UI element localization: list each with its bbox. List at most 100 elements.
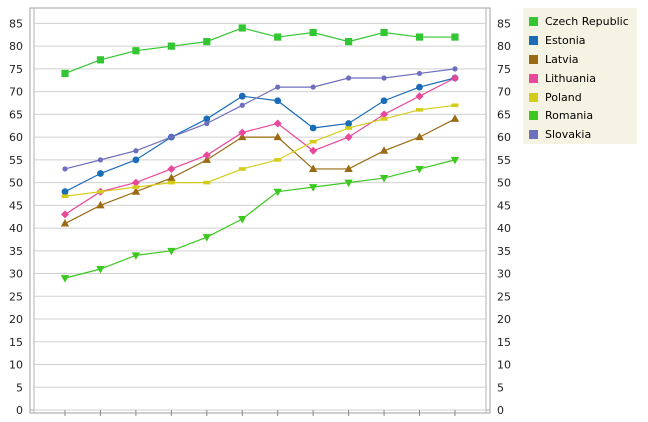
y-tick-label-right: 45 [497, 199, 511, 212]
legend-item: Poland [529, 88, 637, 107]
data-point [380, 117, 388, 121]
data-point [167, 247, 176, 256]
legend-item: Czech Republic [529, 12, 637, 31]
y-tick-label-right: 50 [497, 177, 511, 190]
legend-swatch [529, 111, 538, 121]
data-point [132, 156, 140, 164]
y-tick-label-left: 0 [16, 404, 23, 417]
y-tick-label-left: 10 [9, 359, 23, 372]
y-tick-label-right: 20 [497, 313, 511, 326]
y-tick-label-left: 80 [9, 40, 23, 53]
data-point [344, 164, 353, 172]
data-point [381, 75, 387, 81]
data-point [416, 108, 423, 112]
data-point [308, 164, 318, 172]
legend-label: Poland [545, 90, 582, 104]
data-point [345, 126, 353, 130]
y-tick-label-left: 55 [9, 154, 23, 167]
legend-item: Romania [529, 106, 637, 125]
y-tick-label-left: 60 [9, 131, 23, 144]
legend-swatch [529, 54, 538, 64]
data-point [309, 124, 317, 132]
y-tick-label-left: 45 [9, 199, 23, 212]
data-point [416, 70, 423, 77]
y-tick-label-right: 65 [497, 108, 511, 121]
data-point [167, 180, 175, 185]
data-point [309, 28, 317, 37]
data-point [380, 97, 388, 105]
data-point [238, 167, 246, 171]
data-point [96, 266, 105, 274]
legend-swatch [529, 130, 538, 140]
data-point [203, 180, 211, 185]
y-tick-label-left: 35 [9, 245, 23, 258]
y-tick-label-right: 60 [497, 131, 511, 144]
y-tick-label-right: 85 [497, 17, 511, 30]
legend-label: Latvia [545, 52, 579, 66]
data-point [309, 139, 317, 144]
data-point [273, 132, 282, 141]
y-tick-label-right: 70 [497, 86, 511, 99]
data-point [274, 158, 282, 162]
data-point [60, 219, 70, 227]
data-point [132, 185, 140, 189]
y-tick-label-left: 75 [9, 63, 23, 76]
data-point [450, 73, 459, 82]
data-point [380, 28, 388, 37]
data-point [309, 146, 318, 155]
data-point [345, 120, 352, 127]
y-tick-label-left: 50 [9, 177, 23, 190]
data-point [61, 188, 69, 196]
series-line [64, 27, 455, 75]
data-point [61, 69, 69, 78]
data-point [415, 132, 424, 141]
y-tick-label-left: 20 [9, 313, 23, 326]
y-tick-label-right: 75 [497, 63, 511, 76]
legend-item: Lithuania [529, 69, 637, 88]
data-point [96, 200, 105, 209]
data-point [450, 156, 460, 165]
data-point [133, 148, 139, 154]
data-point [238, 24, 246, 32]
data-point [203, 115, 211, 123]
legend-label: Romania [545, 109, 594, 123]
y-tick-label-left: 70 [9, 86, 23, 99]
y-tick-label-right: 25 [497, 290, 511, 303]
data-point [275, 84, 281, 90]
data-point [274, 33, 282, 41]
y-tick-label-right: 10 [497, 359, 511, 372]
data-point [202, 151, 211, 160]
data-point [344, 179, 353, 188]
data-point [416, 83, 423, 91]
series-line [64, 68, 456, 170]
y-tick-label-left: 15 [9, 336, 23, 349]
series-line [64, 118, 456, 225]
data-point [62, 166, 68, 172]
y-tick-label-left: 65 [9, 108, 23, 121]
data-point [415, 165, 424, 174]
data-point [273, 119, 282, 128]
series-line [64, 77, 456, 215]
y-tick-label-right: 5 [497, 381, 504, 394]
data-point [344, 133, 353, 142]
data-point [273, 188, 282, 197]
y-tick-label-right: 80 [497, 40, 511, 53]
data-point [379, 175, 389, 183]
legend-swatch [529, 16, 538, 26]
y-tick-label-right: 40 [497, 222, 511, 235]
data-point [61, 210, 69, 219]
data-point [204, 120, 210, 127]
series-line [64, 77, 456, 193]
data-point [345, 38, 353, 46]
y-tick-label-left: 5 [16, 381, 23, 394]
y-tick-label-right: 35 [497, 245, 511, 258]
data-point [380, 110, 389, 119]
data-point [274, 97, 282, 105]
data-point [451, 103, 459, 108]
y-tick-label-right: 55 [497, 154, 511, 167]
y-tick-label-left: 40 [9, 222, 23, 235]
data-point [96, 189, 104, 194]
legend-swatch [529, 73, 538, 83]
data-point [167, 164, 176, 173]
